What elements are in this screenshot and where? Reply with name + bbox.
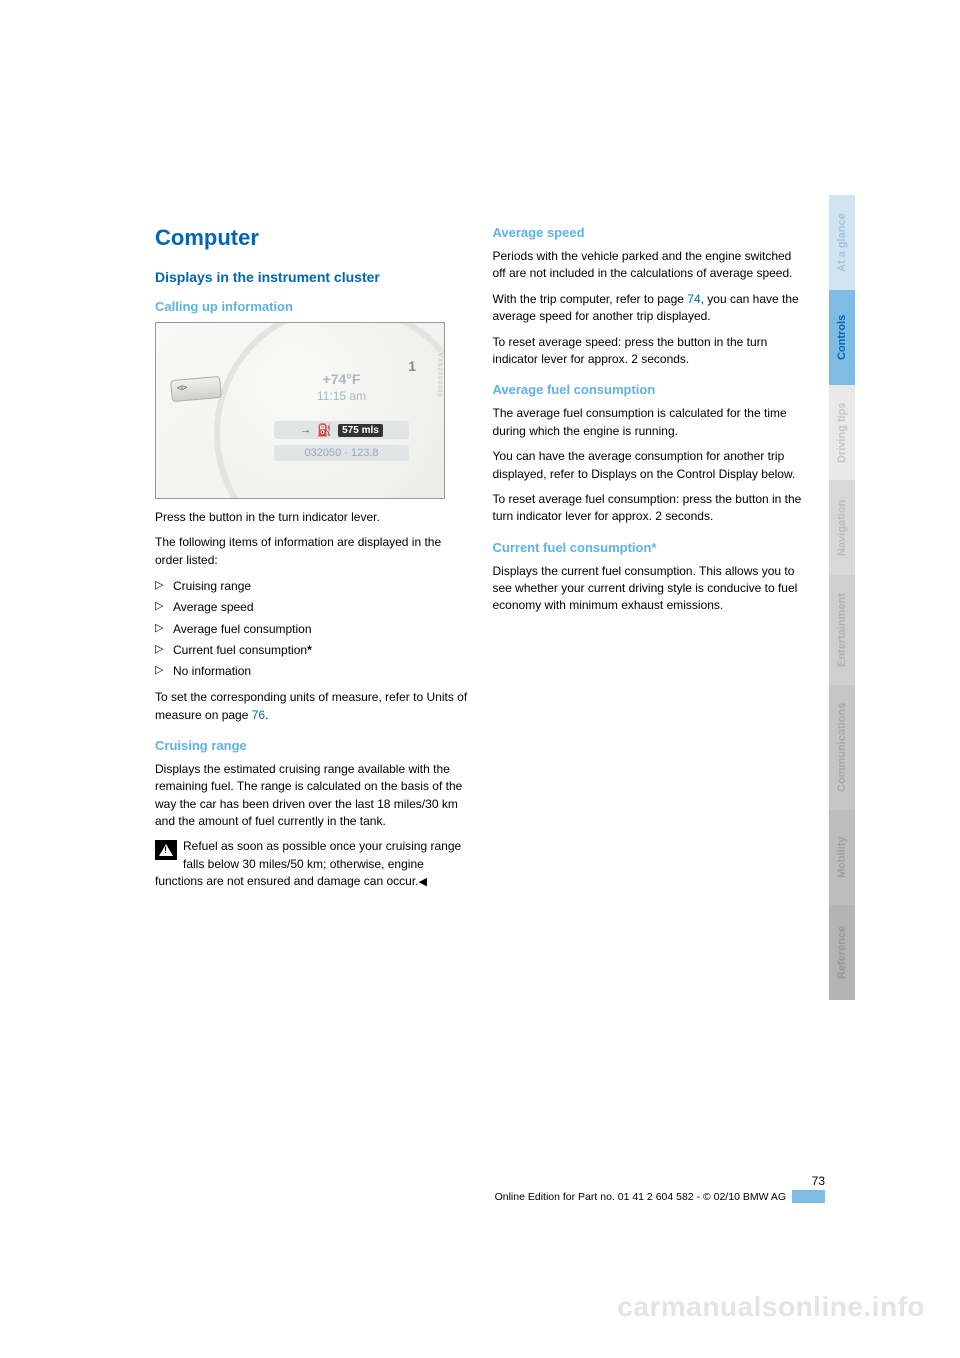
page-link-74[interactable]: 74 <box>687 292 700 306</box>
fuel-pump-icon: ⛽ <box>317 423 332 437</box>
subsection-cruising-range: Cruising range <box>155 738 468 753</box>
list-item: Current fuel consumption* <box>155 641 468 660</box>
page-title: Computer <box>155 225 468 251</box>
footer-row: Online Edition for Part no. 01 41 2 604 … <box>155 1190 825 1203</box>
tab-controls[interactable]: Controls <box>829 290 855 385</box>
left-column: Computer Displays in the instrument clus… <box>155 225 468 899</box>
tab-mobility[interactable]: Mobility <box>829 810 855 905</box>
tab-at-a-glance[interactable]: At a glance <box>829 195 855 290</box>
page-number: 73 <box>155 1174 825 1188</box>
end-marker-icon: ◀ <box>419 876 427 888</box>
instrument-cluster-figure: 1 +74°F 11:15 am → ⛽ 575 mls 032050 · 12… <box>155 322 445 499</box>
text-cruising-range: Displays the estimated cruising range av… <box>155 761 468 831</box>
stalk-arrows-icon: ⪦⪧ <box>176 382 186 394</box>
tab-entertainment[interactable]: Entertainment <box>829 575 855 685</box>
text-press-button: Press the button in the turn indicator l… <box>155 509 468 526</box>
page-footer: 73 Online Edition for Part no. 01 41 2 6… <box>155 1174 825 1203</box>
figure-code: VX82000005 <box>436 353 442 398</box>
figure-temp: +74°F <box>274 371 409 387</box>
tab-driving-tips[interactable]: Driving tips <box>829 385 855 480</box>
gauge-center-panel: +74°F 11:15 am → ⛽ 575 mls 032050 · 123.… <box>274 371 409 461</box>
warning-icon <box>155 840 177 860</box>
side-tabs: At a glance Controls Driving tips Naviga… <box>829 195 855 1000</box>
tab-navigation[interactable]: Navigation <box>829 480 855 575</box>
figure-odometer: 032050 · 123.8 <box>274 445 409 461</box>
text-avg-speed-2: With the trip computer, refer to page 74… <box>493 291 806 326</box>
list-item: Average speed <box>155 598 468 617</box>
site-watermark: carmanualsonline.info <box>617 1291 925 1323</box>
list-item: Average fuel consumption <box>155 620 468 639</box>
info-items-list: Cruising range Average speed Average fue… <box>155 577 468 681</box>
text-span: To set the corresponding units of measur… <box>155 690 467 721</box>
subsection-average-fuel: Average fuel consumption <box>493 382 806 397</box>
edition-line: Online Edition for Part no. 01 41 2 604 … <box>495 1191 786 1203</box>
text-following-items: The following items of information are d… <box>155 534 468 569</box>
edition-bar <box>792 1190 825 1203</box>
right-column: Average speed Periods with the vehicle p… <box>493 225 806 899</box>
text-span: Refuel as soon as possible once your cru… <box>155 839 461 888</box>
text-units-measure: To set the corresponding units of measur… <box>155 689 468 724</box>
turn-indicator-stalk: ⪦⪧ <box>171 378 223 413</box>
content-area: Computer Displays in the instrument clus… <box>155 225 805 899</box>
figure-time: 11:15 am <box>274 389 409 403</box>
figure-miles: 575 mls <box>338 424 383 437</box>
text-avg-fuel-2: You can have the average consumption for… <box>493 448 806 483</box>
text-avg-speed-1: Periods with the vehicle parked and the … <box>493 248 806 283</box>
text-avg-fuel-3: To reset average fuel consumption: press… <box>493 491 806 526</box>
text-span: . <box>265 708 268 722</box>
page-container: Computer Displays in the instrument clus… <box>0 0 960 1358</box>
subsection-calling-up: Calling up information <box>155 299 468 314</box>
text-avg-fuel-1: The average fuel consumption is calculat… <box>493 405 806 440</box>
arrow-icon: → <box>300 424 311 436</box>
tab-communications[interactable]: Communications <box>829 685 855 810</box>
gauge-tick-1: 1 <box>408 358 416 374</box>
warning-block: Refuel as soon as possible once your cru… <box>155 838 468 891</box>
list-item-label: Current fuel consumption <box>173 643 307 657</box>
stalk-body: ⪦⪧ <box>170 376 222 402</box>
tab-reference[interactable]: Reference <box>829 905 855 1000</box>
text-avg-speed-3: To reset average speed: press the button… <box>493 334 806 369</box>
section-displays-title: Displays in the instrument cluster <box>155 269 468 285</box>
page-link-76[interactable]: 76 <box>252 708 265 722</box>
list-item: No information <box>155 662 468 681</box>
warning-triangle-icon <box>159 844 173 856</box>
subsection-current-fuel: Current fuel consumption* <box>493 540 806 555</box>
text-span: With the trip computer, refer to page <box>493 292 688 306</box>
asterisk-icon: * <box>307 643 312 657</box>
subsection-average-speed: Average speed <box>493 225 806 240</box>
figure-range-box: → ⛽ 575 mls <box>274 421 409 439</box>
list-item: Cruising range <box>155 577 468 596</box>
text-current-fuel: Displays the current fuel consumption. T… <box>493 563 806 615</box>
warning-text: Refuel as soon as possible once your cru… <box>155 838 468 891</box>
